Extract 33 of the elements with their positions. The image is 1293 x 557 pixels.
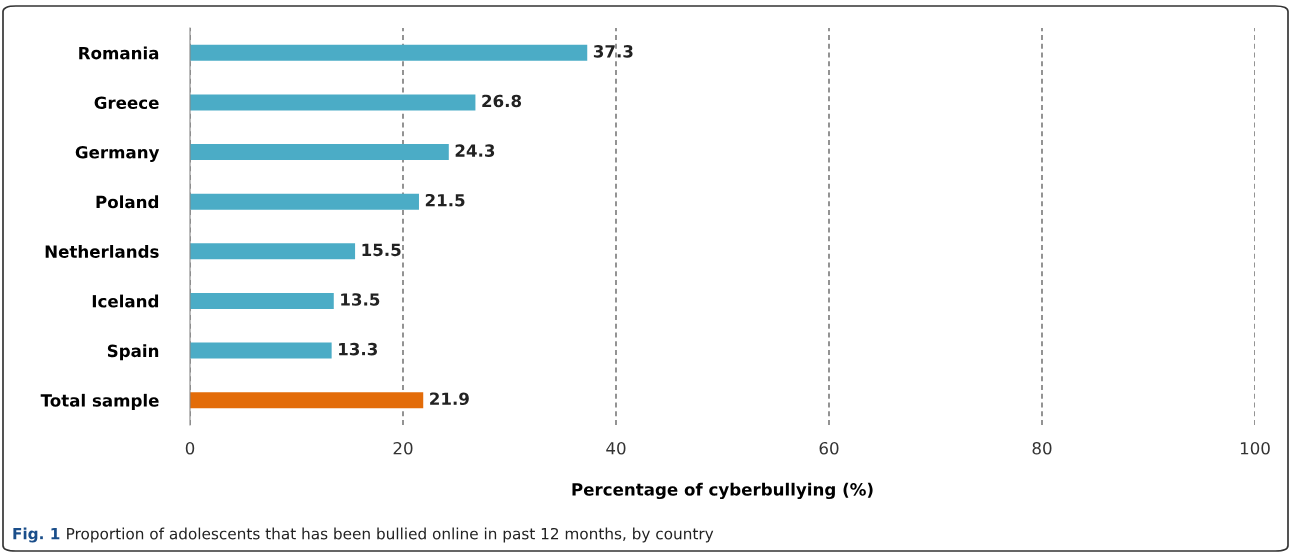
bar bbox=[190, 293, 334, 309]
data-label: 13.5 bbox=[341, 293, 380, 306]
bar bbox=[190, 94, 476, 111]
y-tick-label: Total sample bbox=[40, 393, 159, 410]
y-tick-label: Germany bbox=[75, 145, 160, 162]
y-tick-label: Netherlands bbox=[45, 244, 159, 258]
x-tick-label: 0 bbox=[185, 441, 195, 455]
bar bbox=[190, 193, 419, 210]
bar bbox=[190, 243, 356, 260]
bar bbox=[190, 342, 332, 359]
x-tick-label: 60 bbox=[819, 441, 839, 455]
caption: Fig. 1 bbox=[13, 527, 60, 543]
bar bbox=[190, 392, 424, 409]
y-tick-label: Greece bbox=[94, 96, 159, 110]
y-tick-label: Iceland bbox=[92, 294, 159, 308]
text: Proportion of adolescents that has been bullied online in past 12 months, by country bbox=[67, 527, 714, 543]
x-tick-label: 40 bbox=[606, 441, 626, 455]
x-tick-label: 80 bbox=[1032, 441, 1052, 455]
data-label: 15.5 bbox=[362, 243, 401, 257]
y-tick-label: Poland bbox=[96, 195, 159, 209]
x-axis-title: Percentage of cyberbullying (%) bbox=[572, 482, 873, 500]
y-tick-label: Spain bbox=[107, 344, 159, 361]
bar bbox=[190, 144, 449, 160]
data-label: 26.8 bbox=[482, 94, 522, 108]
y-tick-label: Romania bbox=[79, 46, 159, 60]
data-label: 13.3 bbox=[339, 342, 377, 356]
x-tick-label: 20 bbox=[393, 441, 413, 455]
data-label: 24.3 bbox=[455, 144, 495, 157]
x-tick-label: 100 bbox=[1240, 441, 1270, 455]
data-label: 21.9 bbox=[430, 392, 469, 406]
bar bbox=[190, 44, 588, 61]
data-label: 21.5 bbox=[425, 193, 465, 207]
data-label: 37.3 bbox=[593, 45, 633, 58]
